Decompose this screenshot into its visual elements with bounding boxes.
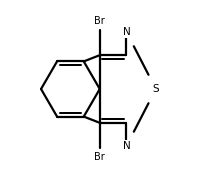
Text: Br: Br xyxy=(94,152,105,162)
Text: S: S xyxy=(152,84,159,94)
Text: N: N xyxy=(123,141,130,151)
Text: Br: Br xyxy=(94,16,105,26)
Text: N: N xyxy=(123,27,130,37)
